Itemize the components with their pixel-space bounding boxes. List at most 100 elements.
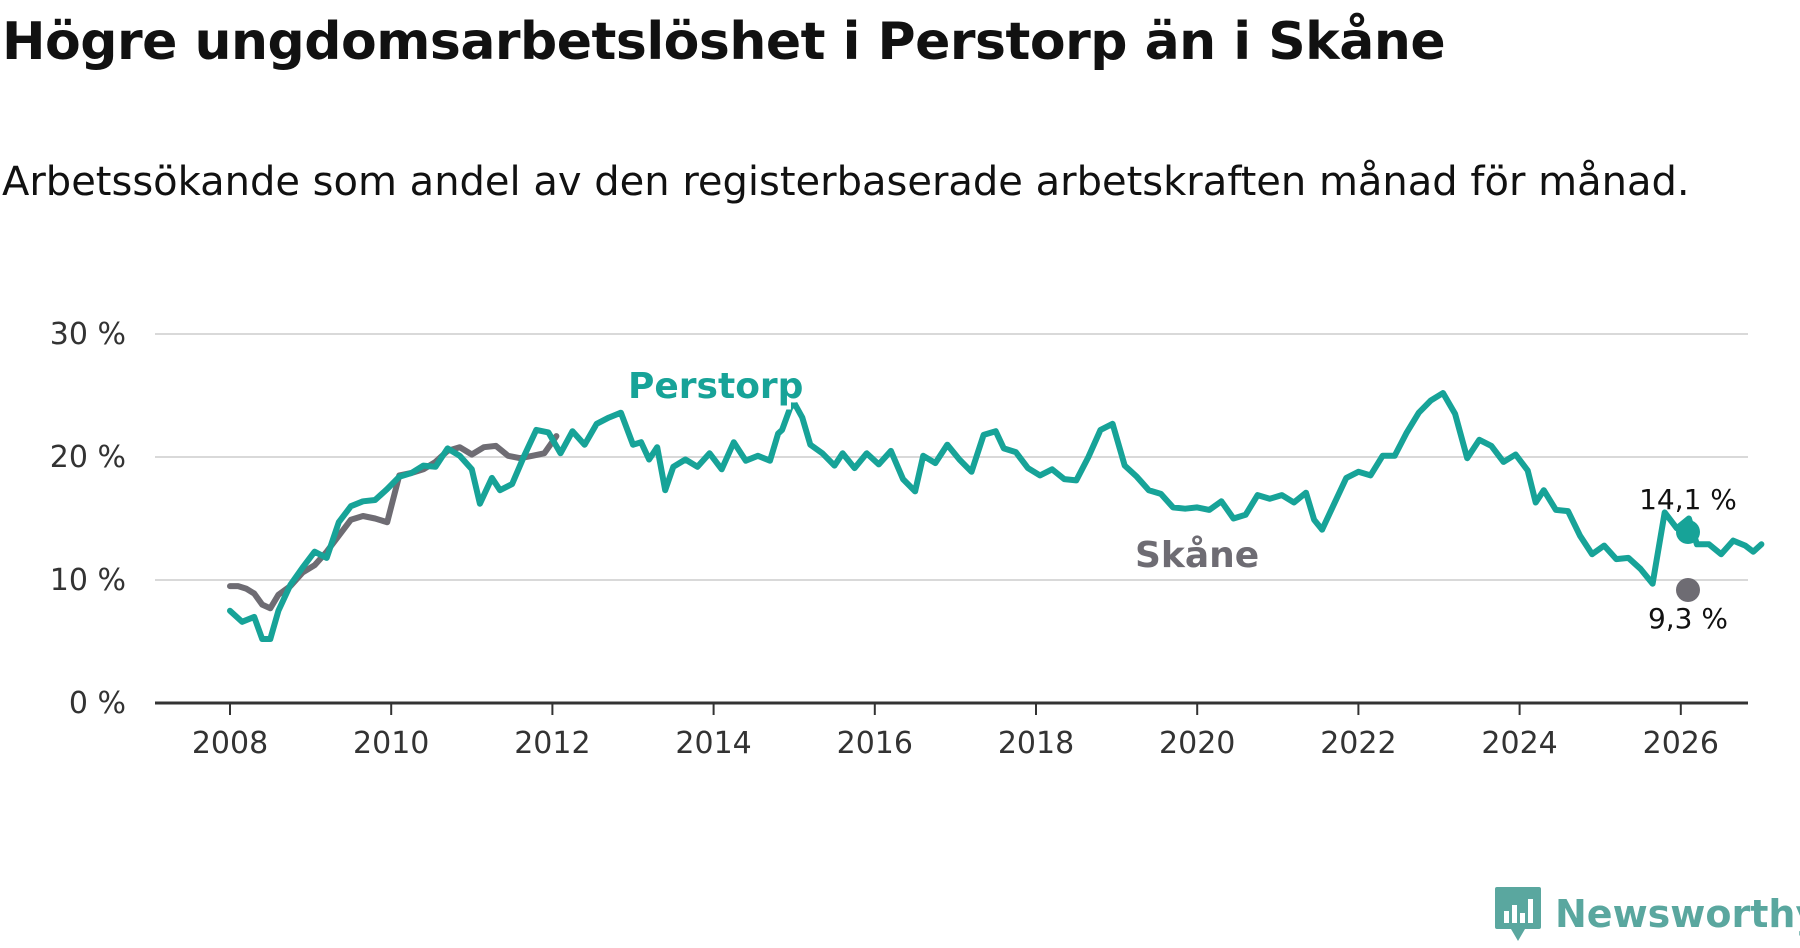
y-tick-label: 10 % [50, 563, 126, 598]
data-point-skane [236, 584, 240, 588]
data-point-perstorp [277, 609, 280, 612]
data-point-perstorp [470, 468, 473, 471]
data-point-skane [361, 514, 365, 518]
data-point-perstorp [1615, 557, 1618, 561]
data-point-perstorp [672, 465, 675, 469]
end-value-skane: 9,3 % [1648, 602, 1728, 635]
data-point-perstorp [1026, 466, 1030, 470]
data-point-perstorp [1603, 544, 1606, 547]
data-point-skane [506, 454, 510, 457]
data-point-perstorp [289, 583, 292, 587]
data-point-perstorp [1123, 464, 1126, 467]
x-tick-label: 2012 [514, 726, 590, 761]
data-point-skane [494, 444, 498, 448]
data-point-perstorp [1744, 544, 1747, 547]
x-tick-label: 2026 [1643, 726, 1719, 761]
data-point-perstorp [1502, 460, 1505, 464]
data-point-perstorp [1312, 518, 1316, 521]
data-point-perstorp [970, 470, 973, 473]
data-point-perstorp [458, 454, 461, 457]
data-point-perstorp [313, 550, 316, 553]
data-point-perstorp [793, 401, 796, 405]
series-line-skane [227, 433, 560, 612]
end-marker-skane [1676, 578, 1700, 602]
x-tick-label: 2014 [675, 726, 751, 761]
data-point-perstorp [1651, 582, 1654, 585]
data-point-perstorp [1687, 517, 1691, 520]
data-point-perstorp [1075, 479, 1078, 482]
data-point-perstorp [1719, 552, 1723, 556]
data-point-skane [277, 593, 280, 596]
data-point-perstorp [631, 443, 635, 446]
data-point-skane [244, 587, 248, 590]
data-point-perstorp [478, 502, 482, 505]
data-point-perstorp [1159, 492, 1163, 496]
data-point-skane [261, 603, 264, 606]
data-point-perstorp [498, 489, 502, 492]
data-point-perstorp [583, 443, 586, 446]
data-point-perstorp [788, 406, 792, 409]
data-point-perstorp [1417, 411, 1421, 414]
data-point-perstorp [301, 566, 304, 569]
data-point-perstorp [1731, 539, 1735, 542]
data-point-perstorp [1196, 506, 1199, 509]
data-point-perstorp [958, 458, 961, 461]
data-point-perstorp [756, 454, 760, 457]
data-point-perstorp [1014, 450, 1018, 454]
data-point-perstorp [1429, 399, 1433, 402]
data-point-skane [228, 584, 232, 588]
data-point-skane [385, 520, 389, 524]
x-tick-label: 2008 [192, 726, 268, 761]
data-point-perstorp [1441, 391, 1445, 395]
data-point-perstorp [934, 461, 937, 465]
data-point-skane [531, 454, 534, 457]
data-point-perstorp [1369, 474, 1372, 477]
data-point-perstorp [853, 466, 856, 470]
data-point-perstorp [252, 615, 256, 619]
data-point-perstorp [865, 452, 868, 455]
data-point-perstorp [398, 475, 401, 478]
x-tick-label: 2010 [353, 726, 429, 761]
data-point-perstorp [228, 609, 232, 612]
data-point-perstorp [1232, 517, 1235, 520]
data-point-perstorp [982, 433, 985, 437]
data-point-perstorp [361, 500, 365, 503]
data-point-perstorp [1087, 455, 1090, 459]
data-point-perstorp [1534, 501, 1537, 504]
data-point-perstorp [1038, 474, 1042, 477]
y-tick-label: 0 % [69, 686, 126, 721]
data-point-perstorp [664, 489, 667, 492]
data-point-perstorp [1099, 428, 1102, 432]
data-point-perstorp [410, 471, 413, 475]
data-point-skane [337, 534, 341, 537]
data-point-perstorp [1381, 454, 1384, 457]
data-point-perstorp [240, 620, 244, 624]
data-point-perstorp [1171, 506, 1175, 509]
data-point-perstorp [1663, 511, 1666, 514]
data-point-perstorp [921, 454, 925, 457]
data-point-perstorp [877, 463, 881, 466]
data-point-perstorp [1135, 475, 1138, 478]
data-point-skane [349, 518, 353, 521]
data-point-perstorp [446, 447, 449, 450]
data-point-perstorp [1357, 470, 1360, 473]
data-point-perstorp [768, 459, 772, 462]
data-point-perstorp [1280, 493, 1284, 497]
data-point-perstorp [801, 416, 804, 419]
data-point-perstorp [833, 464, 836, 467]
data-point-perstorp [889, 449, 893, 453]
data-point-perstorp [1590, 552, 1594, 556]
data-point-perstorp [994, 429, 997, 433]
data-point-perstorp [595, 422, 598, 425]
data-point-perstorp [1526, 469, 1529, 472]
data-point-perstorp [1514, 453, 1517, 456]
chart-labels: Perstorp Skåne 14,1 % 9,3 % [624, 362, 1737, 635]
y-tick-label: 30 % [50, 317, 126, 352]
data-point-perstorp [841, 452, 844, 455]
data-point-perstorp [1393, 454, 1396, 457]
data-point-perstorp [1490, 444, 1493, 448]
data-point-perstorp [325, 556, 328, 560]
data-point-perstorp [1333, 502, 1336, 505]
data-point-perstorp [1453, 412, 1457, 416]
data-point-perstorp [901, 477, 905, 481]
